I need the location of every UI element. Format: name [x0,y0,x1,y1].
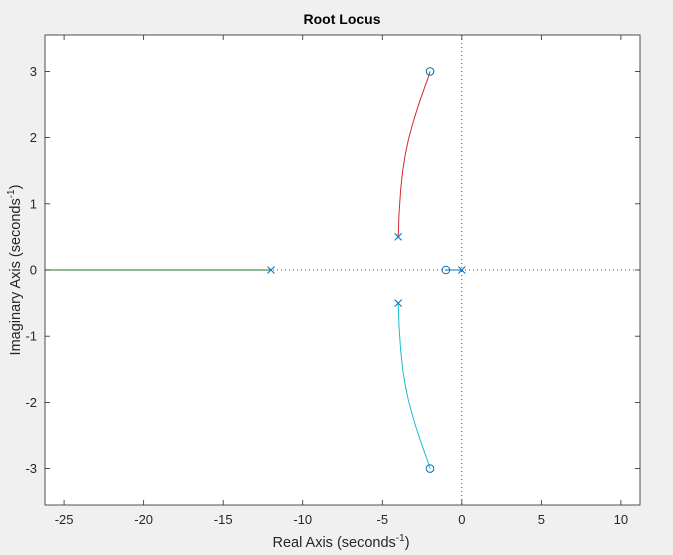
pole-marker-3 [267,266,275,274]
y-axis-label-exponent: -1 [6,189,17,198]
x-axis-label: Real Axis (seconds-1) [272,533,409,551]
locus-branch-2 [397,303,431,469]
x-tick-label: 0 [458,512,465,527]
y-tick-label: 2 [30,130,37,145]
y-axis-label: Imaginary Axis (seconds-1) [6,185,24,356]
x-axis-label-text: Real Axis (seconds [272,535,395,551]
x-axis-label-close: ) [405,535,410,551]
pole-marker-4 [457,266,466,274]
locus-branch-1 [397,71,431,237]
y-tick-label: 0 [30,263,37,278]
y-axis-label-close: ) [8,185,24,190]
zero-marker-3 [441,265,451,275]
x-tick-label: -10 [293,512,312,527]
pole-marker-stroke [267,266,275,274]
pole-marker-1 [394,233,403,241]
x-tick-label: -25 [55,512,74,527]
y-tick-label: -2 [25,395,37,410]
pole-marker-stroke [457,266,466,274]
y-tick-label: -1 [25,329,37,344]
locus-branches [45,71,462,469]
pole-marker-stroke [394,299,403,307]
pole-marker-stroke [394,233,403,241]
chart-title: Root Locus [304,11,381,27]
x-tick-label: -5 [376,512,388,527]
y-axis-label-text: Imaginary Axis (seconds [8,198,24,355]
x-tick-label: -15 [214,512,233,527]
y-tick-label: 3 [30,64,37,79]
zero-marker-2 [425,464,435,473]
x-axis-ticks: -25 -20 -15 -10 -5 0 5 10 [55,35,628,527]
y-axis-ticks: -3 -2 -1 0 1 2 3 [25,64,640,476]
x-tick-label: 5 [538,512,545,527]
x-tick-label: -20 [134,512,153,527]
x-tick-label: 10 [614,512,628,527]
y-tick-label: -3 [25,461,37,476]
zero-marker-1 [425,67,435,76]
pole-marker-2 [394,299,403,307]
pole-zero-markers [267,67,466,473]
y-tick-label: 1 [30,196,37,211]
x-axis-label-exponent: -1 [396,533,405,544]
